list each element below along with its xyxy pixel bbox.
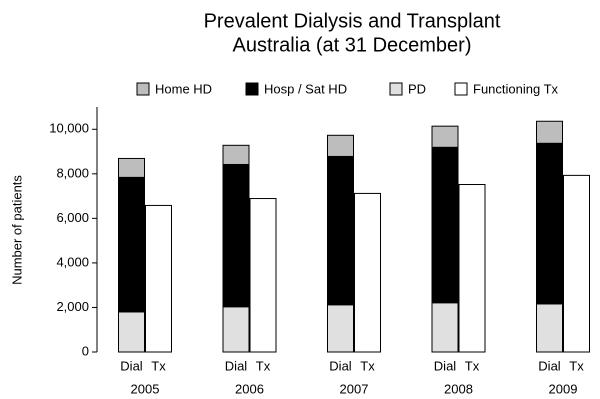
x-category-label: 2007 [340, 381, 369, 396]
x-stack-label: Tx [465, 358, 480, 373]
legend-swatch [245, 82, 259, 96]
x-stack-label: Dial [329, 358, 352, 373]
bar-segment [222, 306, 250, 353]
y-tick-label: 4,000 [56, 254, 89, 269]
bar-segment [222, 144, 250, 165]
legend-swatch [136, 82, 150, 96]
legend-swatch [389, 82, 403, 96]
x-stack-label: Tx [151, 358, 166, 373]
legend-label: Home HD [155, 81, 212, 96]
bar-segment [536, 120, 563, 144]
x-category-label: 2005 [131, 381, 160, 396]
legend-label: Hosp / Sat HD [264, 81, 347, 96]
y-tick-label: 10,000 [49, 121, 89, 136]
chart-title: Australia (at 31 December) [233, 34, 472, 56]
bar-segment [327, 134, 354, 157]
bar-segment [431, 146, 459, 304]
y-axis-label: Number of patients [9, 175, 24, 285]
x-stack-label: Dial [225, 358, 248, 373]
bar-segment [458, 184, 486, 353]
x-category-label: 2006 [235, 381, 264, 396]
x-category-label: 2009 [549, 381, 578, 396]
bar-segment [563, 174, 590, 353]
bar-segment [222, 163, 250, 308]
bar-segment [118, 176, 145, 313]
bar-segment [145, 204, 172, 353]
x-stack-label: Dial [434, 358, 457, 373]
bar-segment [431, 302, 459, 353]
y-tick-label: 0 [82, 343, 89, 358]
bar-segment [249, 198, 277, 353]
bar-segment [536, 142, 563, 305]
bar-segment [118, 157, 145, 178]
x-stack-label: Tx [360, 358, 375, 373]
legend-label: Functioning Tx [473, 81, 559, 96]
x-stack-label: Dial [120, 358, 143, 373]
x-stack-label: Tx [256, 358, 271, 373]
bar-segment [431, 125, 459, 148]
bar-segment [536, 303, 563, 353]
y-tick-label: 2,000 [56, 299, 89, 314]
x-category-label: 2008 [444, 381, 473, 396]
bar-segment [118, 311, 145, 353]
bar-segment [354, 192, 381, 353]
x-stack-label: Dial [538, 358, 561, 373]
bar-segment [327, 155, 354, 306]
legend-swatch [454, 82, 468, 96]
y-tick-label: 8,000 [56, 165, 89, 180]
x-stack-label: Tx [569, 358, 584, 373]
legend-label: PD [408, 81, 426, 96]
chart-title: Prevalent Dialysis and Transplant [204, 10, 501, 32]
y-tick-label: 6,000 [56, 210, 89, 225]
bar-segment [327, 304, 354, 353]
